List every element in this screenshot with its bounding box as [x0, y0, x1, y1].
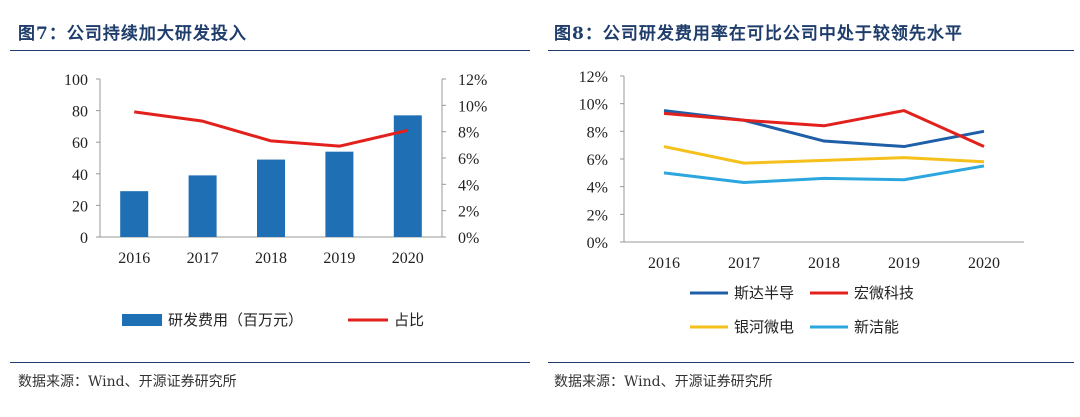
y-right-tick-label: 2%	[458, 204, 479, 221]
y-left-tick-label: 0	[80, 230, 88, 247]
y-tick-label: 0%	[587, 235, 608, 252]
bar-rd-expense	[188, 175, 217, 237]
figure-8-top-rule	[548, 50, 1074, 51]
y-left-tick-label: 100	[64, 72, 88, 89]
x-tick-label: 2020	[392, 250, 424, 267]
y-tick-label: 10%	[579, 97, 608, 114]
figure-8-title: 图8：公司研发费用率在可比公司中处于较领先水平	[554, 24, 963, 44]
y-tick-label: 2%	[587, 207, 608, 224]
y-tick-label: 12%	[579, 69, 608, 86]
y-tick-label: 4%	[587, 180, 608, 197]
figure-7-chart: 0 20 40 60 80 100 0% 2% 4% 6% 8% 10% 12% 2016 2017 2018…	[64, 72, 487, 329]
figure-7-bottom-rule	[10, 362, 530, 363]
legend-label-series-4: 新洁能	[854, 318, 899, 336]
line-series-4	[663, 164, 985, 185]
y-left-tick-label: 20	[72, 198, 88, 215]
y-left-tick-label: 40	[72, 167, 88, 184]
y-right-tick-label: 6%	[458, 151, 479, 168]
x-tick-label: 2017	[187, 250, 219, 267]
figure-7-source: 数据来源：Wind、开源证券研究所	[18, 374, 237, 390]
figure-7-top-rule	[10, 50, 530, 51]
figure-8-panel: 图8：公司研发费用率在可比公司中处于较领先水平 0% 2% 4% 6% 8% 10% 12%…	[548, 0, 1080, 417]
y-right-tick-label: 0%	[458, 230, 479, 247]
legend-label-series-2: 宏微科技	[854, 284, 914, 302]
bar-rd-expense	[393, 115, 422, 237]
x-tick-label: 2018	[808, 255, 840, 272]
x-tick-label: 2018	[255, 250, 287, 267]
y-right-tick-label: 4%	[458, 177, 479, 194]
x-tick-label: 2020	[968, 255, 1000, 272]
y-right-tick-label: 12%	[458, 72, 487, 89]
figure-7-panel: 图7：公司持续加大研发投入 0 20 40 60 80 100 0% 2% 4% 6% 8% 10% 1…	[0, 0, 530, 417]
legend-label-ratio: 占比	[394, 311, 424, 329]
y-tick-label: 8%	[587, 124, 608, 141]
line-series-3	[663, 145, 985, 165]
x-tick-label: 2019	[888, 255, 920, 272]
x-tick-label: 2016	[118, 250, 150, 267]
line-series-2	[663, 109, 985, 148]
x-tick-label: 2016	[648, 255, 680, 272]
x-tick-label: 2017	[728, 255, 760, 272]
legend-label-series-1: 斯达半导	[734, 284, 794, 302]
bar-rd-expense	[120, 191, 149, 237]
bar-rd-expense	[325, 151, 354, 237]
x-tick-label: 2019	[323, 250, 355, 267]
figure-7-title: 图7：公司持续加大研发投入	[18, 24, 247, 44]
figure-8-source: 数据来源：Wind、开源证券研究所	[554, 374, 773, 390]
legend-swatch-rd-expense	[122, 314, 162, 326]
y-left-tick-label: 60	[72, 135, 88, 152]
figure-8-bottom-rule	[548, 362, 1074, 363]
y-tick-label: 6%	[587, 152, 608, 169]
line-ratio	[133, 110, 409, 148]
bar-rd-expense	[257, 159, 285, 237]
y-right-tick-label: 8%	[458, 125, 479, 142]
legend-label-rd-expense: 研发费用（百万元）	[168, 311, 303, 329]
y-left-tick-label: 80	[72, 104, 88, 121]
y-right-tick-label: 10%	[458, 98, 487, 115]
figure-8-chart: 0% 2% 4% 6% 8% 10% 12% 2016 2017 2018 2019 2020 斯达半导…	[579, 69, 1024, 336]
line-series-1	[663, 109, 985, 149]
legend-label-series-3: 银河微电	[734, 318, 794, 336]
